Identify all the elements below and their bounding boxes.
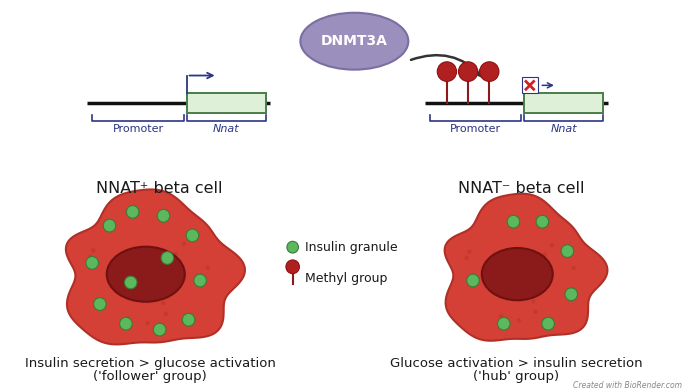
Circle shape bbox=[535, 294, 539, 298]
Circle shape bbox=[467, 250, 471, 254]
Circle shape bbox=[505, 289, 509, 294]
FancyBboxPatch shape bbox=[186, 93, 266, 113]
Polygon shape bbox=[66, 190, 245, 344]
Circle shape bbox=[536, 215, 549, 228]
Circle shape bbox=[182, 242, 186, 246]
FancyBboxPatch shape bbox=[522, 78, 538, 93]
Circle shape bbox=[516, 318, 521, 323]
Circle shape bbox=[186, 229, 199, 242]
Text: NNAT⁺ beta cell: NNAT⁺ beta cell bbox=[97, 181, 223, 197]
Circle shape bbox=[206, 266, 210, 270]
Circle shape bbox=[158, 209, 170, 222]
Circle shape bbox=[88, 255, 92, 259]
Text: DNMT3A: DNMT3A bbox=[321, 34, 388, 48]
Circle shape bbox=[86, 257, 99, 269]
Circle shape bbox=[571, 266, 575, 270]
Circle shape bbox=[536, 271, 540, 276]
Text: Promoter: Promoter bbox=[450, 124, 501, 134]
Circle shape bbox=[499, 314, 503, 319]
Ellipse shape bbox=[482, 248, 553, 300]
Text: Glucose activation > insulin secretion: Glucose activation > insulin secretion bbox=[390, 357, 643, 370]
Circle shape bbox=[161, 252, 173, 264]
Circle shape bbox=[550, 243, 554, 247]
Text: Nnat: Nnat bbox=[550, 124, 577, 134]
Circle shape bbox=[542, 317, 554, 330]
Circle shape bbox=[91, 248, 95, 253]
Ellipse shape bbox=[107, 246, 185, 302]
Circle shape bbox=[153, 323, 166, 336]
Circle shape bbox=[127, 206, 139, 218]
Text: Nnat: Nnat bbox=[213, 124, 240, 134]
Circle shape bbox=[437, 62, 456, 82]
Circle shape bbox=[182, 314, 195, 326]
Circle shape bbox=[497, 317, 510, 330]
Polygon shape bbox=[445, 194, 608, 341]
Text: Created with BioRender.com: Created with BioRender.com bbox=[573, 381, 682, 390]
Text: Insulin granule: Insulin granule bbox=[306, 241, 398, 254]
Text: Methyl group: Methyl group bbox=[306, 272, 388, 285]
Circle shape bbox=[167, 271, 171, 276]
Circle shape bbox=[543, 252, 547, 257]
Circle shape bbox=[126, 317, 130, 321]
Circle shape bbox=[164, 312, 168, 316]
Circle shape bbox=[479, 62, 499, 82]
Circle shape bbox=[161, 301, 166, 305]
Circle shape bbox=[120, 317, 132, 330]
Circle shape bbox=[286, 260, 299, 274]
Circle shape bbox=[565, 288, 577, 301]
Circle shape bbox=[94, 298, 106, 310]
Text: Promoter: Promoter bbox=[112, 124, 164, 134]
Circle shape bbox=[194, 274, 206, 287]
Text: ('follower' group): ('follower' group) bbox=[93, 370, 207, 383]
Circle shape bbox=[287, 241, 299, 253]
Ellipse shape bbox=[301, 13, 408, 70]
FancyBboxPatch shape bbox=[524, 93, 603, 113]
Text: Insulin secretion > glucose activation: Insulin secretion > glucose activation bbox=[25, 357, 275, 370]
Circle shape bbox=[531, 299, 536, 304]
Circle shape bbox=[125, 276, 137, 289]
Circle shape bbox=[165, 295, 169, 299]
Circle shape bbox=[103, 219, 116, 232]
Circle shape bbox=[507, 215, 520, 228]
Circle shape bbox=[132, 290, 136, 295]
Circle shape bbox=[561, 245, 573, 257]
Circle shape bbox=[145, 321, 149, 325]
Circle shape bbox=[174, 251, 178, 255]
Circle shape bbox=[534, 310, 538, 314]
Text: NNAT⁻ beta cell: NNAT⁻ beta cell bbox=[458, 181, 584, 197]
Circle shape bbox=[492, 255, 496, 259]
Circle shape bbox=[464, 256, 469, 260]
Circle shape bbox=[458, 62, 477, 82]
Text: ('hub' group): ('hub' group) bbox=[473, 370, 560, 383]
Circle shape bbox=[466, 274, 479, 287]
Circle shape bbox=[118, 254, 123, 258]
